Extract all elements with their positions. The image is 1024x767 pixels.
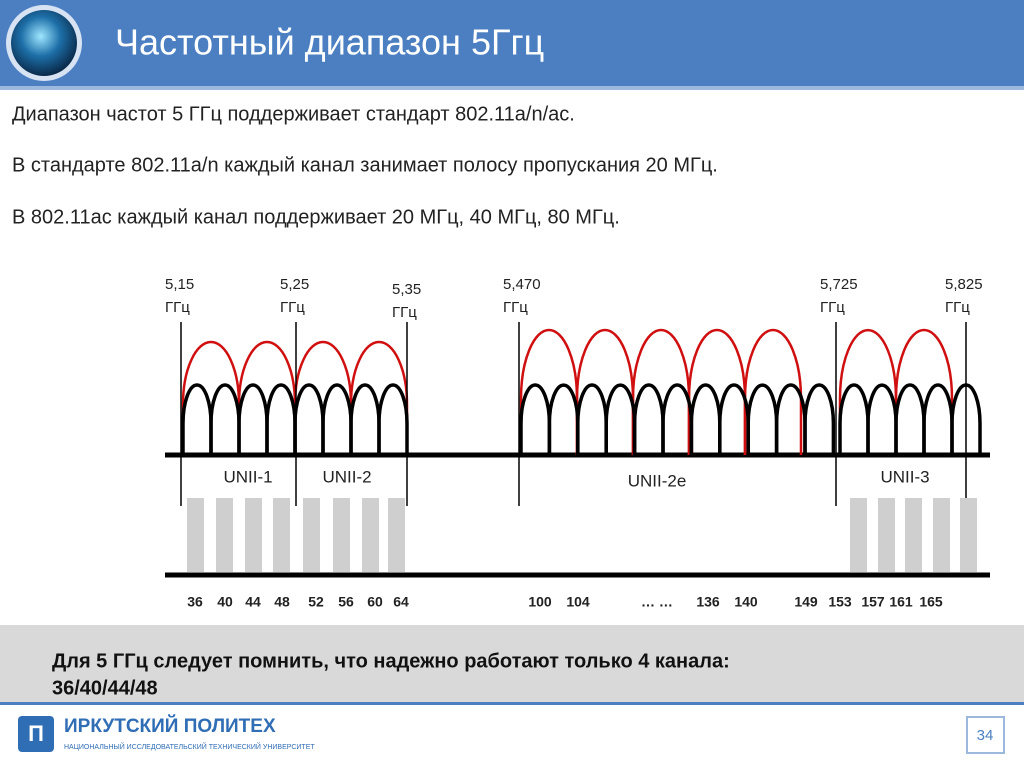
channel-label: 165 xyxy=(919,594,943,610)
note-line: 36/40/44/48 xyxy=(52,677,158,699)
wide-channel-arch xyxy=(838,328,898,455)
logo-mark: П xyxy=(28,721,44,746)
band-label: UNII-3 xyxy=(880,467,929,486)
frequency-unit: ГГц xyxy=(945,299,970,316)
channel-bar xyxy=(905,498,922,572)
frequency-value: 5,25 xyxy=(280,276,309,293)
wide-channel-arch xyxy=(293,340,353,455)
channel-label: 60 xyxy=(367,594,383,610)
frequency-value: 5,825 xyxy=(945,276,983,293)
channel-label: 64 xyxy=(393,594,409,610)
channel-bar xyxy=(960,498,977,572)
body-line: В стандарте 802.11a/n каждый канал заним… xyxy=(12,154,718,176)
channel-arch xyxy=(803,383,836,455)
channel-label: 157 xyxy=(861,594,885,610)
channel-label: 161 xyxy=(889,594,913,610)
wide-channel-arch xyxy=(575,328,635,455)
channel-label: 153 xyxy=(828,594,852,610)
channel-bar xyxy=(388,498,405,572)
channel-arch xyxy=(377,383,409,455)
wide-channel-arch xyxy=(519,328,579,455)
channel-label: 136 xyxy=(696,594,720,610)
wide-channel-arch xyxy=(687,328,747,455)
header-rule xyxy=(0,86,1024,90)
channel-label: 140 xyxy=(734,594,758,610)
channel-bar xyxy=(362,498,379,572)
channel-label: 44 xyxy=(245,594,261,610)
channel-label: 104 xyxy=(566,594,590,610)
frequency-unit: ГГц xyxy=(280,299,305,316)
band-label: UNII-2 xyxy=(322,467,371,486)
page-number: 34 xyxy=(977,727,994,744)
channel-bar xyxy=(245,498,262,572)
frequency-value: 5,15 xyxy=(165,276,194,293)
wide-channel-arch xyxy=(181,340,241,455)
title: Частотный диапазон 5Ггц xyxy=(115,22,544,63)
note-band xyxy=(0,625,1024,702)
channel-label: 52 xyxy=(308,594,324,610)
channel-label: … … xyxy=(641,594,673,610)
footer-rule xyxy=(0,702,1024,705)
channel-bar xyxy=(933,498,950,572)
page-box xyxy=(966,716,1005,754)
logo-text: ИРКУТСКИЙ ПОЛИТЕХ xyxy=(64,715,276,737)
channel-label: 100 xyxy=(528,594,552,610)
channel-label: 56 xyxy=(338,594,354,610)
frequency-unit: ГГц xyxy=(503,299,528,316)
channel-bar xyxy=(216,498,233,572)
channel-label: 36 xyxy=(187,594,203,610)
channel-bar xyxy=(303,498,320,572)
frequency-unit: ГГц xyxy=(820,299,845,316)
channel-bar xyxy=(333,498,350,572)
channel-label: 149 xyxy=(794,594,818,610)
body-line: В 802.11ac каждый канал поддерживает 20 … xyxy=(12,206,620,228)
wide-channel-arch xyxy=(743,328,803,455)
channel-bar xyxy=(878,498,895,572)
frequency-unit: ГГц xyxy=(165,299,190,316)
wide-channel-arch xyxy=(631,328,691,455)
channel-bar xyxy=(273,498,290,572)
band-label: UNII-2e xyxy=(628,471,687,490)
band-label: UNII-1 xyxy=(223,467,272,486)
frequency-value: 5,725 xyxy=(820,276,858,293)
channel-label: 40 xyxy=(217,594,233,610)
wide-channel-arch xyxy=(894,328,954,455)
frequency-value: 5,470 xyxy=(503,276,541,293)
header-bar xyxy=(0,0,1024,86)
body-line: Диапазон частот 5 ГГц поддерживает станд… xyxy=(12,103,575,125)
frequency-unit: ГГц xyxy=(392,304,417,321)
channel-bar xyxy=(187,498,204,572)
frequency-value: 5,35 xyxy=(392,281,421,298)
wide-channel-arch xyxy=(349,340,409,455)
logo-subtitle: НАЦИОНАЛЬНЫЙ ИССЛЕДОВАТЕЛЬСКИЙ ТЕХНИЧЕСК… xyxy=(64,742,315,751)
globe-icon xyxy=(11,10,77,76)
wide-channel-arch xyxy=(237,340,297,455)
channel-bar xyxy=(850,498,867,572)
note-line: Для 5 ГГц следует помнить, что надежно р… xyxy=(52,650,730,672)
logo-icon xyxy=(18,716,54,752)
channel-label: 48 xyxy=(274,594,290,610)
